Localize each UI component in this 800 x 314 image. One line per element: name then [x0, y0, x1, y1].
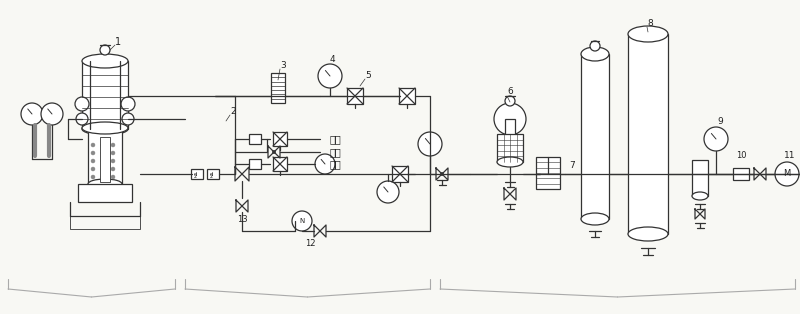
Circle shape	[111, 143, 115, 147]
Circle shape	[100, 45, 110, 55]
Circle shape	[111, 151, 115, 155]
Circle shape	[775, 162, 799, 186]
Text: 上筒: 上筒	[330, 134, 342, 144]
Circle shape	[111, 159, 115, 163]
Circle shape	[101, 167, 105, 171]
Bar	[82, 61, 128, 129]
Text: N: N	[299, 218, 305, 224]
Text: 降压: 降压	[330, 147, 342, 157]
Ellipse shape	[628, 227, 668, 241]
Text: 13: 13	[237, 215, 247, 225]
Circle shape	[418, 132, 442, 156]
Bar	[70, 216, 140, 229]
Text: 9: 9	[717, 117, 723, 127]
Bar	[692, 160, 708, 196]
Text: 11: 11	[784, 151, 796, 160]
Circle shape	[41, 103, 63, 125]
Bar	[207, 169, 219, 179]
Bar	[191, 169, 203, 179]
Bar	[733, 168, 749, 180]
Bar	[88, 128, 122, 184]
Bar	[628, 34, 668, 234]
Circle shape	[101, 175, 105, 179]
Circle shape	[377, 181, 399, 203]
Circle shape	[101, 151, 105, 155]
Circle shape	[441, 172, 443, 176]
Text: 6: 6	[507, 88, 513, 96]
Text: 3: 3	[280, 62, 286, 71]
Text: 5: 5	[365, 72, 371, 80]
Circle shape	[91, 143, 95, 147]
Text: 2: 2	[194, 175, 197, 180]
Ellipse shape	[692, 192, 708, 200]
Bar	[581, 54, 609, 219]
Circle shape	[91, 175, 95, 179]
Text: M: M	[783, 170, 790, 178]
Circle shape	[273, 150, 275, 154]
Text: 7: 7	[569, 161, 575, 171]
Text: 2: 2	[230, 107, 236, 116]
Circle shape	[75, 97, 89, 111]
Ellipse shape	[628, 26, 668, 42]
Ellipse shape	[581, 47, 609, 61]
Bar	[392, 166, 408, 182]
Circle shape	[76, 113, 88, 125]
Circle shape	[101, 143, 105, 147]
Text: 4: 4	[329, 55, 335, 63]
Bar	[249, 159, 261, 169]
Ellipse shape	[497, 157, 523, 167]
Text: d: d	[210, 171, 213, 176]
Circle shape	[91, 159, 95, 163]
Bar	[399, 88, 415, 104]
Circle shape	[318, 64, 342, 88]
Circle shape	[590, 41, 600, 51]
Circle shape	[91, 167, 95, 171]
Circle shape	[91, 151, 95, 155]
Text: 10: 10	[736, 151, 746, 160]
Circle shape	[111, 175, 115, 179]
Ellipse shape	[581, 213, 609, 225]
Bar	[249, 134, 261, 144]
Text: 8: 8	[647, 19, 653, 29]
Circle shape	[315, 154, 335, 174]
Bar	[347, 88, 363, 104]
Bar	[273, 157, 287, 171]
Circle shape	[21, 103, 43, 125]
Ellipse shape	[82, 122, 128, 134]
Circle shape	[505, 96, 515, 106]
Bar	[100, 137, 110, 182]
Ellipse shape	[82, 54, 128, 68]
Circle shape	[101, 159, 105, 163]
Text: 12: 12	[305, 240, 315, 248]
Circle shape	[122, 113, 134, 125]
Text: 2: 2	[210, 175, 213, 180]
Text: d: d	[194, 171, 197, 176]
Circle shape	[494, 103, 526, 135]
Text: 1: 1	[115, 37, 121, 47]
Text: 排气: 排气	[330, 159, 342, 169]
Ellipse shape	[82, 123, 128, 135]
Circle shape	[121, 97, 135, 111]
Bar	[505, 119, 515, 136]
Bar	[78, 184, 132, 202]
Circle shape	[111, 167, 115, 171]
Bar	[273, 132, 287, 146]
Ellipse shape	[88, 179, 122, 189]
Circle shape	[292, 211, 312, 231]
Bar	[536, 157, 560, 189]
Bar	[271, 73, 285, 103]
Circle shape	[704, 127, 728, 151]
Bar	[497, 134, 523, 162]
